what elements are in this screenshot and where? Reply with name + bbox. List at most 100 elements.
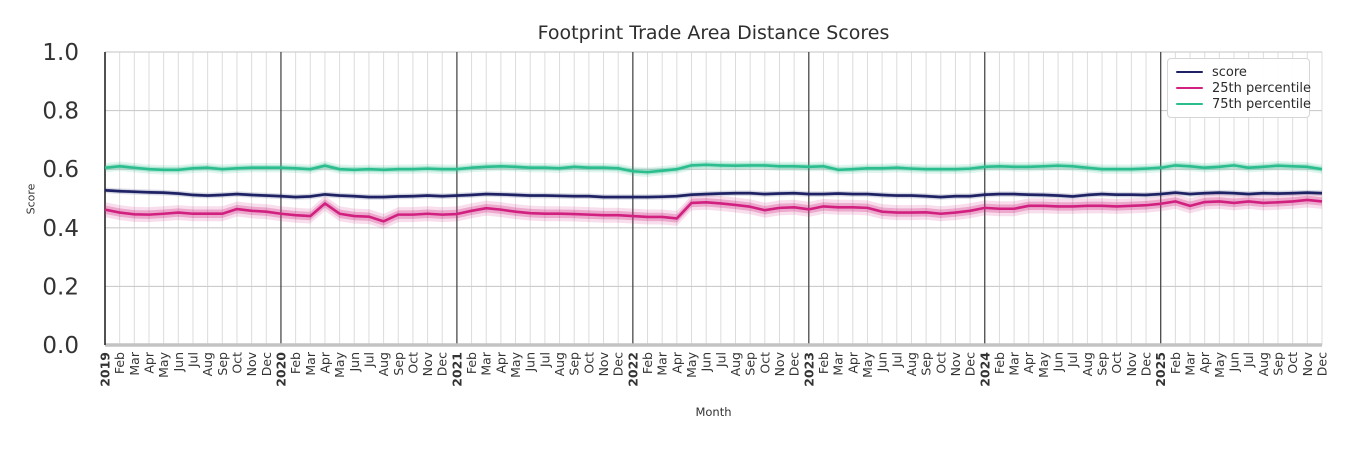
x-tick-label: Sep: [1095, 352, 1110, 376]
x-tick-label: Mar: [1007, 351, 1022, 375]
x-tick-label: 2021: [449, 352, 464, 387]
x-tick-label: Feb: [640, 352, 655, 374]
y-tick-label: 0.0: [42, 333, 79, 359]
x-tick-label: Apr: [141, 351, 156, 373]
x-tick-label: Sep: [567, 352, 582, 376]
x-tick-label: Jul: [889, 352, 904, 368]
x-tick-label: May: [508, 351, 523, 377]
x-tick-label: May: [1036, 351, 1051, 377]
x-tick-label: Mar: [127, 351, 142, 375]
x-tick-label: Mar: [655, 351, 670, 375]
x-tick-label: Mar: [1183, 351, 1198, 375]
y-axis-label: Score: [24, 183, 38, 215]
x-tick-label: Oct: [757, 352, 772, 374]
y-tick-label: 0.2: [42, 274, 79, 300]
x-tick-label: Jun: [171, 352, 186, 373]
x-tick-label: Jun: [347, 352, 362, 373]
x-tick-label: Dec: [963, 352, 978, 376]
x-tick-label: Mar: [479, 351, 494, 375]
x-tick-label: Apr: [845, 351, 860, 373]
x-tick-label: Dec: [787, 352, 802, 376]
x-tick-label: Feb: [288, 352, 303, 374]
x-tick-label: Oct: [1285, 352, 1300, 374]
x-tick-label: Sep: [215, 352, 230, 376]
x-tick-label: Oct: [229, 352, 244, 374]
chart-title: Footprint Trade Area Distance Scores: [537, 22, 890, 44]
x-tick-label: Jun: [1227, 352, 1242, 373]
x-tick-label: Jul: [361, 352, 376, 368]
x-tick-label: Aug: [1080, 352, 1095, 376]
series-line-25th-percentile: [104, 198, 1323, 223]
x-tick-label: Oct: [1109, 352, 1124, 374]
x-tick-label: Apr: [1021, 351, 1036, 373]
x-tick-label: Apr: [493, 351, 508, 373]
x-tick-label: Feb: [464, 352, 479, 374]
series-band-25th-percentile: [105, 192, 1322, 229]
x-tick-label: Dec: [1139, 352, 1154, 376]
legend-label: 25th percentile: [1212, 80, 1312, 96]
legend-swatch-line: [1176, 102, 1203, 106]
x-tick-label: Nov: [244, 351, 259, 376]
x-tick-label: May: [1212, 351, 1227, 377]
series-band-75th-percentile: [105, 160, 1322, 177]
x-tick-label: Dec: [1315, 352, 1330, 376]
legend-label: score: [1212, 64, 1247, 80]
x-tick-label: Oct: [405, 352, 420, 374]
x-tick-label: Jul: [1065, 352, 1080, 368]
legend-item: 75th percentile: [1176, 98, 1311, 111]
x-tick-label: Sep: [391, 352, 406, 376]
x-tick-label: Jul: [713, 352, 728, 368]
x-tick-label: Jul: [185, 352, 200, 368]
y-tick-label: 1.0: [42, 40, 79, 66]
series-line-75th-percentile: [104, 163, 1323, 174]
x-tick-label: Feb: [992, 352, 1007, 374]
x-tick-label: Sep: [1271, 352, 1286, 376]
x-tick-label: May: [156, 351, 171, 377]
x-tick-label: Jun: [699, 352, 714, 373]
x-tick-label: Sep: [743, 352, 758, 376]
x-tick-label: Feb: [816, 352, 831, 374]
x-tick-label: Apr: [317, 351, 332, 373]
y-tick-label: 0.8: [42, 99, 79, 125]
x-tick-label: Apr: [1197, 351, 1212, 373]
x-tick-label: 2023: [801, 352, 816, 387]
x-tick-label: Oct: [933, 352, 948, 374]
x-tick-label: Apr: [669, 351, 684, 373]
x-tick-label: 2020: [273, 352, 288, 387]
x-axis-label: Month: [695, 405, 732, 419]
x-tick-label: 2025: [1153, 352, 1168, 387]
x-tick-label: Jun: [875, 352, 890, 373]
x-tick-label: Nov: [1124, 351, 1139, 376]
y-tick-label: 0.6: [42, 157, 79, 183]
x-tick-label: May: [684, 351, 699, 377]
x-tick-label: Jun: [1051, 352, 1066, 373]
x-tick-label: Aug: [376, 352, 391, 376]
x-tick-label: 2019: [98, 352, 113, 387]
x-tick-label: Mar: [831, 351, 846, 375]
x-tick-label: Mar: [303, 351, 318, 375]
legend-swatch-line: [1176, 86, 1203, 90]
x-tick-label: Aug: [728, 352, 743, 376]
x-tick-label: Nov: [1300, 351, 1315, 376]
series-band-25th-percentile: [105, 195, 1322, 226]
x-tick-label: Feb: [1168, 352, 1183, 374]
x-tick-label: Aug: [552, 352, 567, 376]
legend-swatch-line: [1176, 70, 1203, 74]
series-band-75th-percentile: [105, 162, 1322, 175]
x-tick-label: Dec: [435, 352, 450, 376]
x-tick-label: May: [860, 351, 875, 377]
y-tick-label: 0.4: [42, 216, 79, 242]
series-line-score: [104, 188, 1323, 199]
x-tick-label: Jun: [523, 352, 538, 373]
x-tick-label: 2024: [977, 352, 992, 387]
x-tick-label: Nov: [420, 351, 435, 376]
x-tick-label: Oct: [581, 352, 596, 374]
x-tick-label: Aug: [200, 352, 215, 376]
x-tick-label: Nov: [596, 351, 611, 376]
x-tick-label: May: [332, 351, 347, 377]
x-tick-label: Aug: [1256, 352, 1271, 376]
x-tick-label: 2022: [625, 352, 640, 387]
x-tick-label: Dec: [259, 352, 274, 376]
x-tick-label: Jul: [537, 352, 552, 368]
